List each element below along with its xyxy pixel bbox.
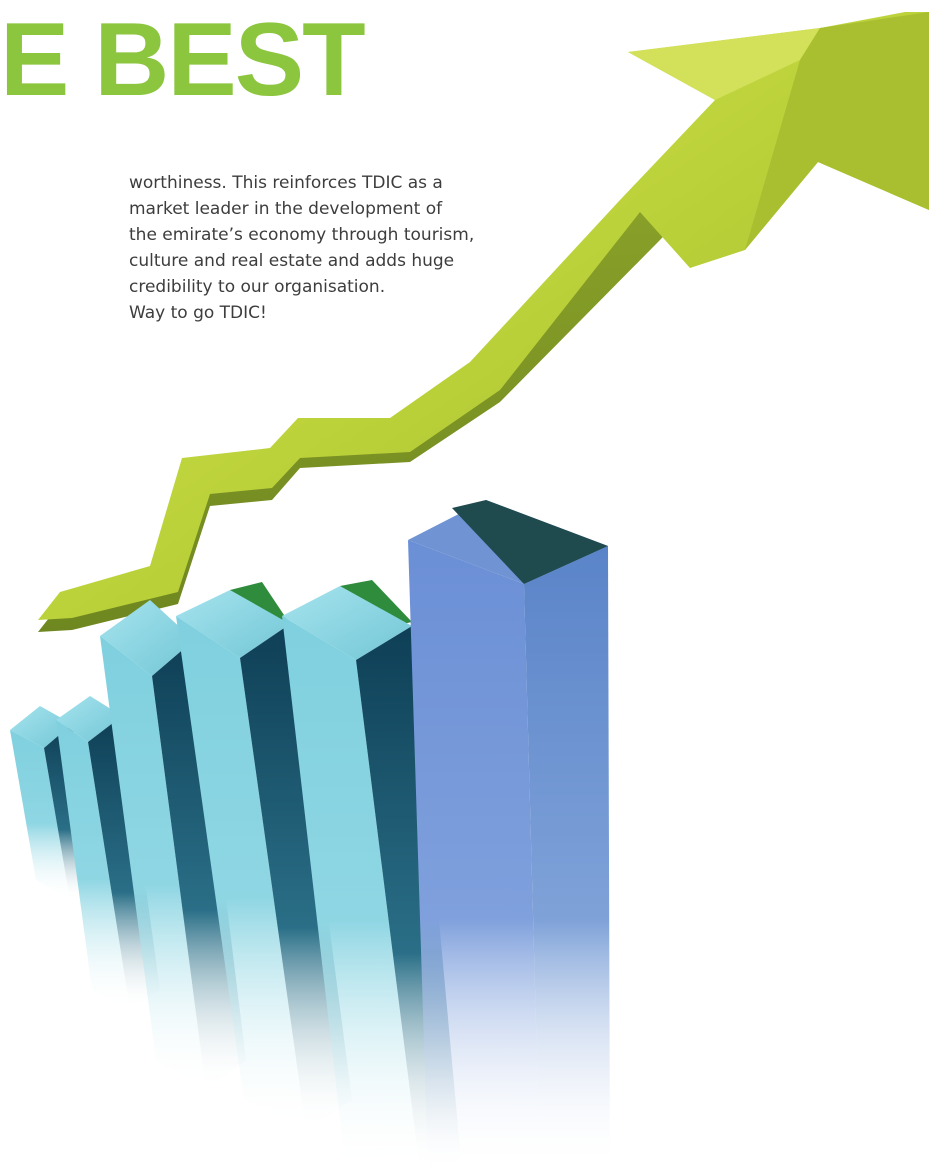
- headline: E BEST: [0, 2, 366, 118]
- bar-6: [408, 500, 610, 1171]
- arrow-head-side: [745, 12, 929, 250]
- body-line: worthiness. This reinforces TDIC as a: [129, 173, 443, 193]
- body-line: the emirate’s economy through tourism,: [129, 225, 475, 245]
- bar-4: [176, 582, 352, 1130]
- bar-1: [10, 706, 96, 900]
- body-line: credibility to our organisation.: [129, 277, 386, 297]
- body-line: Way to go TDIC!: [129, 303, 267, 323]
- bar-2: [56, 696, 160, 1010]
- bar-chart: [10, 500, 610, 1171]
- body-line: market leader in the development of: [129, 199, 443, 219]
- arrow-head: [628, 28, 820, 100]
- bar-3: [100, 600, 246, 1090]
- bar-5: [282, 580, 462, 1171]
- body-paragraph: worthiness. This reinforces TDIC as a ma…: [129, 170, 475, 326]
- body-line: culture and real estate and adds huge: [129, 251, 455, 271]
